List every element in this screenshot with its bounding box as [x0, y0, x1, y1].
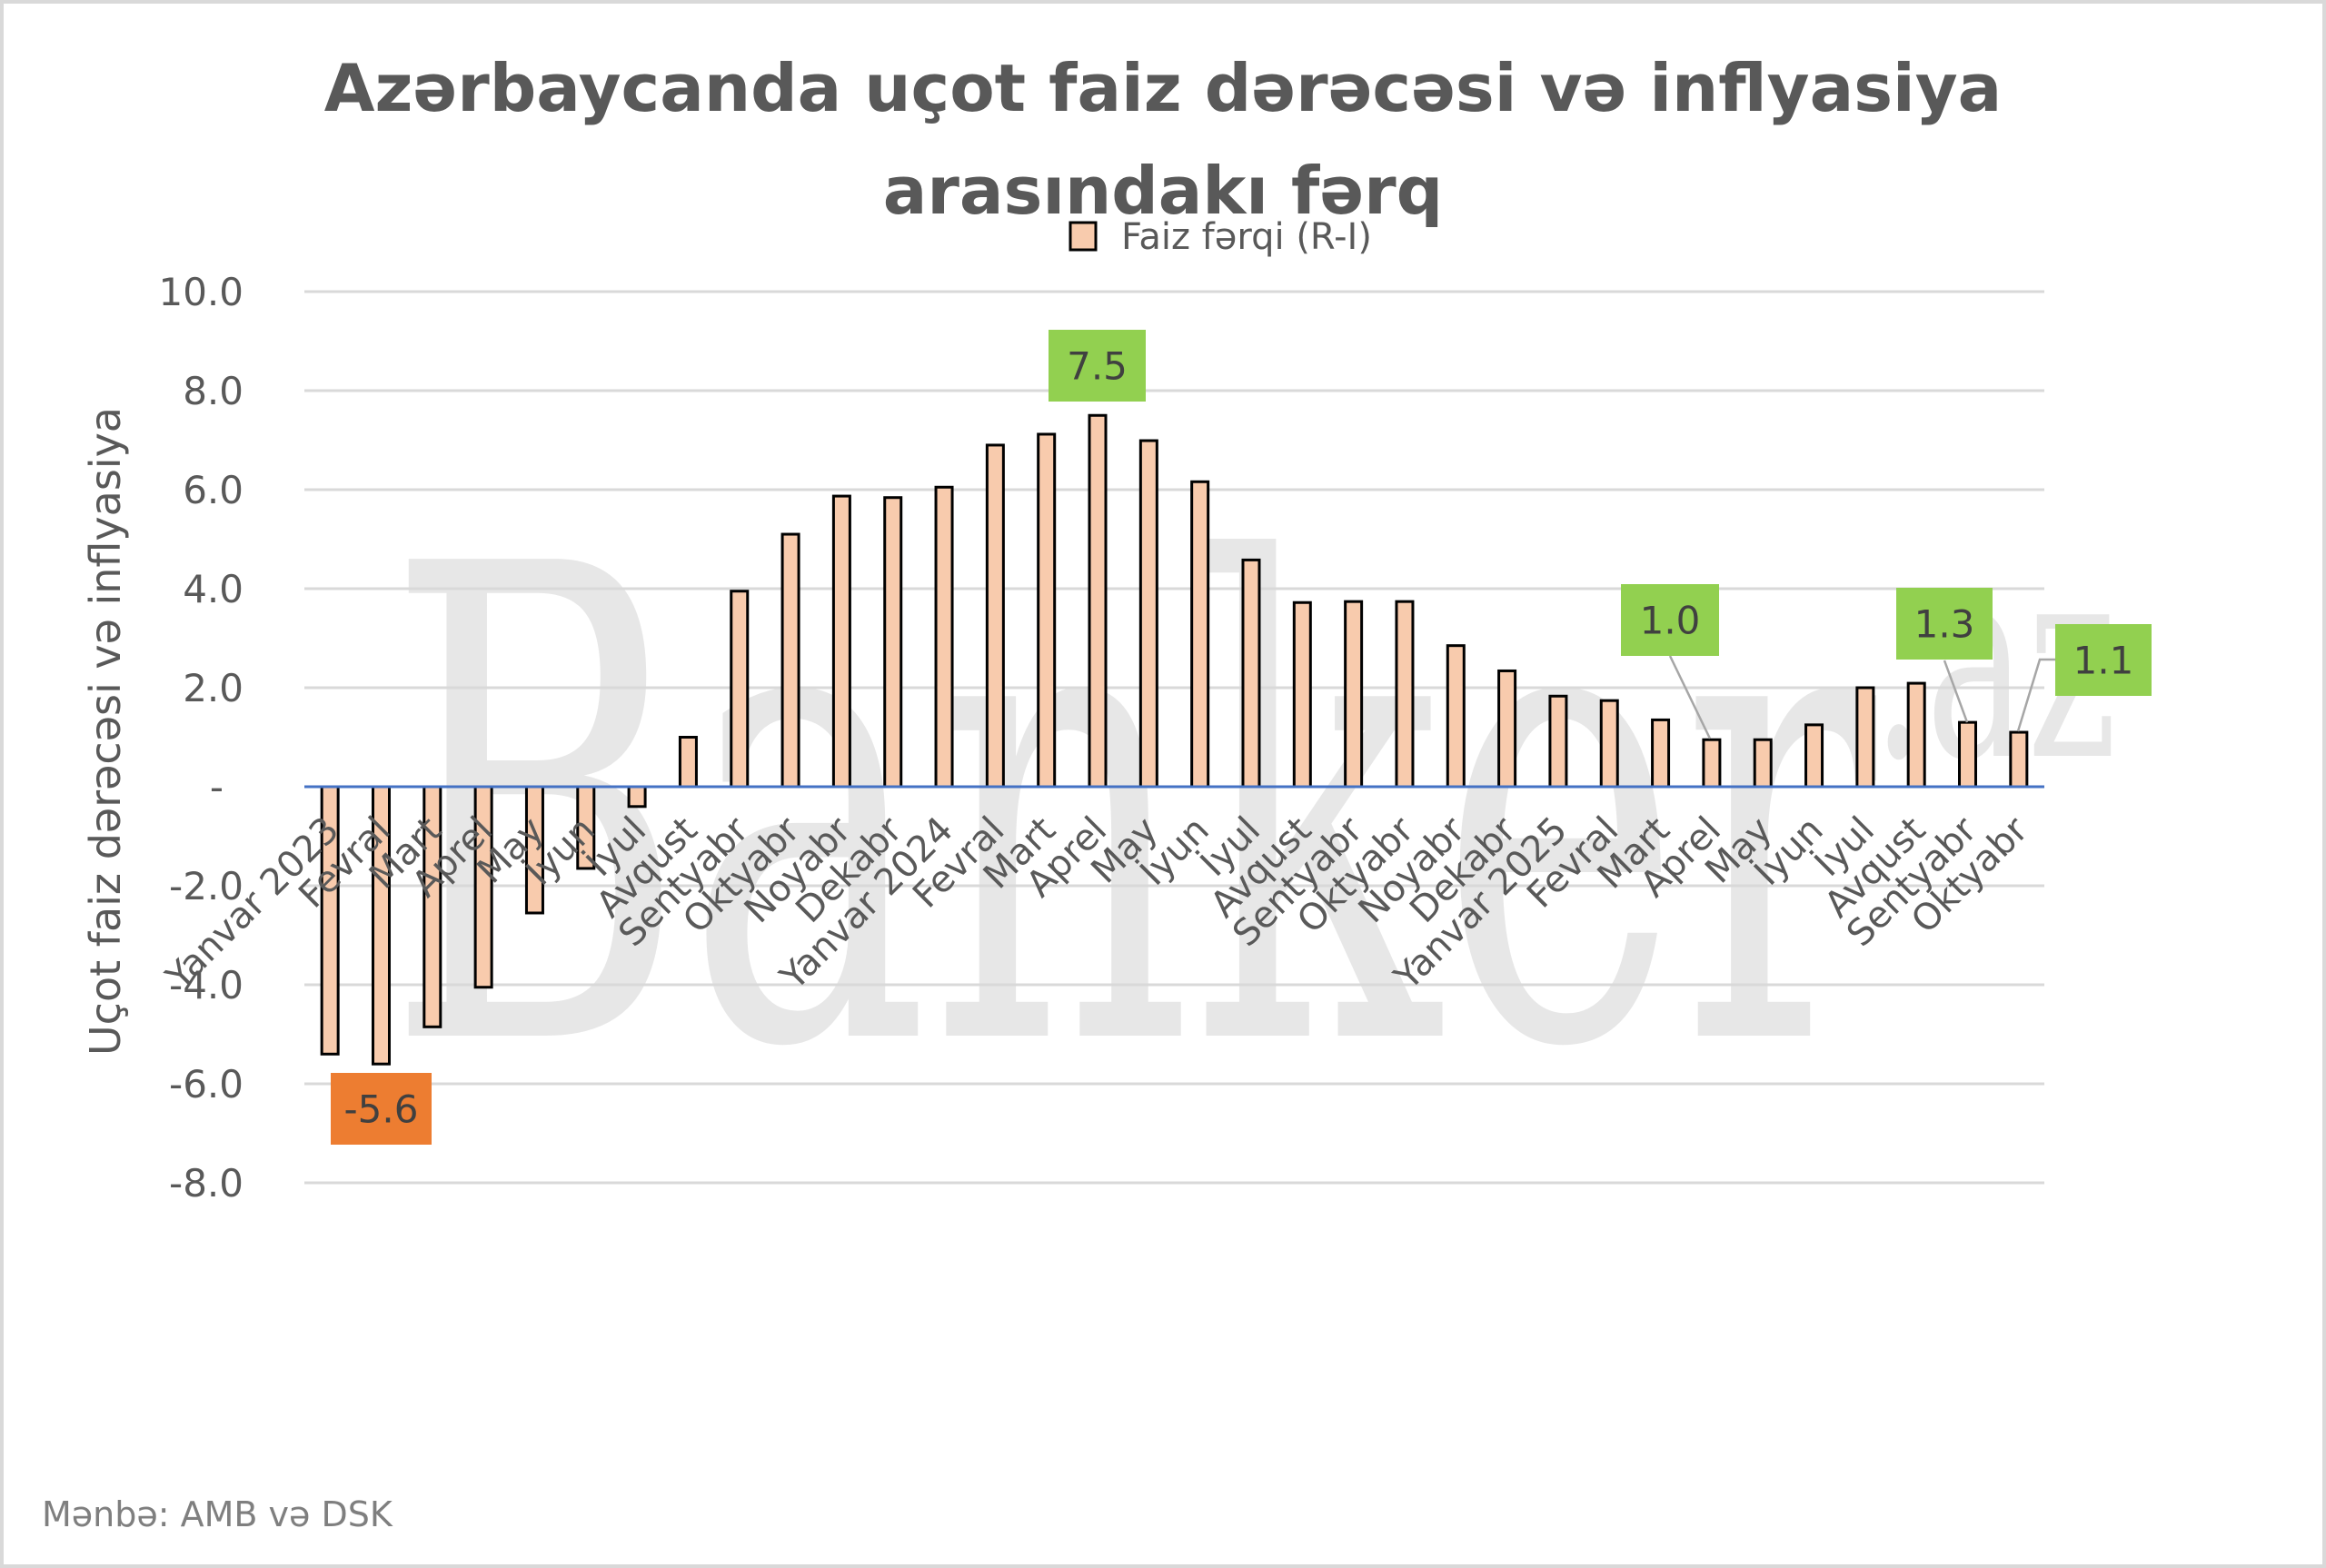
bar	[1037, 432, 1057, 789]
bar	[831, 494, 851, 789]
data-label-text: 7.5	[1067, 344, 1128, 389]
bar	[730, 590, 750, 789]
bar	[1292, 600, 1312, 789]
bar	[1906, 681, 1926, 789]
bar	[883, 496, 903, 789]
y-tick-label: -8.0	[169, 1161, 244, 1206]
y-tick-label: 4.0	[183, 567, 244, 611]
bar	[1241, 558, 1261, 789]
leader-line	[2016, 658, 2055, 732]
bar	[1855, 686, 1875, 789]
bar	[1599, 699, 1619, 789]
bar	[1138, 439, 1158, 789]
bar	[1344, 600, 1364, 789]
bar	[1753, 738, 1773, 789]
bar	[1958, 720, 1978, 789]
data-label-text: 1.1	[2073, 639, 2134, 683]
bar	[1548, 694, 1568, 789]
y-tick-label: 6.0	[183, 468, 244, 512]
data-labels: -5.6 7.5 1.0 1.3 1.1	[331, 330, 2152, 1145]
leader-line	[1943, 660, 1969, 723]
legend: Faiz fərqi (R-I)	[1069, 216, 1372, 258]
data-label-text: -5.6	[344, 1087, 419, 1132]
data-label-box	[1049, 330, 1146, 402]
bar	[1190, 480, 1210, 789]
data-label-box	[1896, 588, 1993, 660]
leader-line	[1668, 655, 1712, 739]
chart-title: Azərbaycanda uçot faiz dərəcəsi və infly…	[324, 50, 2003, 229]
bar	[1446, 644, 1466, 789]
y-axis-title-text: Uçot faiz dərəcəsi və inflyasiya	[81, 407, 130, 1056]
y-tick-label: -2.0	[169, 864, 244, 908]
bar	[1651, 718, 1671, 789]
y-tick-label: 2.0	[183, 666, 244, 710]
bar	[1497, 669, 1517, 789]
watermark: Banker.az	[386, 429, 2117, 1190]
bar	[2009, 730, 2029, 789]
y-tick-label: 10.0	[158, 270, 244, 314]
bar	[985, 443, 1005, 789]
y-tick-label: -6.0	[169, 1062, 244, 1107]
data-label-text: 1.3	[1914, 602, 1975, 647]
bar	[934, 485, 954, 789]
bar	[1395, 600, 1415, 789]
bar	[1702, 738, 1722, 789]
gridlines	[304, 290, 2044, 1185]
bar	[780, 532, 800, 789]
y-axis-title: Uçot faiz dərəcəsi və inflyasiya	[81, 407, 130, 1056]
bar	[1804, 723, 1824, 789]
chart-title-line: Azərbaycanda uçot faiz dərəcəsi və infly…	[324, 50, 2003, 126]
data-label-box	[2055, 624, 2152, 696]
chart-title-line: arasındakı fərq	[883, 153, 1443, 229]
source-note: Mənbə: AMB və DSK	[42, 1494, 393, 1534]
bar	[678, 736, 698, 789]
data-label-box	[331, 1073, 432, 1145]
y-tick-label: -4.0	[169, 963, 244, 1007]
y-tick-label: 8.0	[183, 369, 244, 413]
bar	[1088, 413, 1108, 789]
y-tick-label: -	[210, 765, 224, 809]
legend-label: Faiz fərqi (R-I)	[1121, 216, 1372, 258]
data-label-box	[1621, 584, 1719, 656]
watermark-text: Banker	[386, 429, 1879, 1190]
bar	[627, 785, 647, 809]
legend-swatch	[1069, 221, 1098, 252]
y-axis-ticks: 10.0 8.0 6.0 4.0 2.0 - -2.0 -4.0 -6.0 -8.0	[158, 270, 244, 1206]
data-label-text: 1.0	[1640, 599, 1701, 643]
